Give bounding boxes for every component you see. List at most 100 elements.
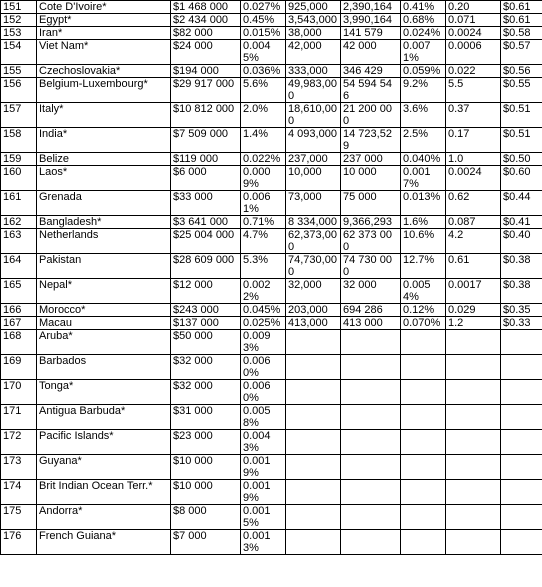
- share-cell: 5.3%: [240, 253, 286, 279]
- total-cell: 54 594 546: [340, 77, 401, 103]
- total-cell: [340, 429, 401, 455]
- country-cell: Laos*: [36, 165, 171, 191]
- share-cell: 0.71%: [240, 215, 286, 229]
- percent-cell: [400, 429, 446, 455]
- total-cell: 32 000: [340, 278, 401, 304]
- per-unit-cell: $0.58: [500, 26, 542, 40]
- rank-cell: 161: [0, 190, 37, 216]
- amount-cell: $3 641 000: [170, 215, 241, 229]
- rank-cell: 168: [0, 329, 37, 355]
- country-cell: Barbados: [36, 354, 171, 380]
- table-row: 176 French Guiana* $7 000 0.0013%: [0, 529, 542, 555]
- ratio-cell: [445, 479, 501, 505]
- ratio-cell: [445, 354, 501, 380]
- country-cell: Bangladesh*: [36, 215, 171, 229]
- rank-cell: 153: [0, 26, 37, 40]
- amount-cell: $24 000: [170, 39, 241, 65]
- country-cell: Nepal*: [36, 278, 171, 304]
- amount-cell: $50 000: [170, 329, 241, 355]
- count-cell: [285, 454, 341, 480]
- amount-cell: $7 509 000: [170, 127, 241, 153]
- per-unit-cell: $0.35: [500, 303, 542, 317]
- amount-cell: $28 609 000: [170, 253, 241, 279]
- ratio-cell: 4.2: [445, 228, 501, 254]
- percent-cell: 0.013%: [400, 190, 446, 216]
- count-cell: 74,730,000: [285, 253, 341, 279]
- percent-cell: 2.5%: [400, 127, 446, 153]
- share-cell: 0.0043%: [240, 429, 286, 455]
- amount-cell: $1 468 000: [170, 0, 241, 14]
- rank-cell: 175: [0, 504, 37, 530]
- count-cell: 237,000: [285, 152, 341, 166]
- count-cell: [285, 329, 341, 355]
- country-cell: Andorra*: [36, 504, 171, 530]
- amount-cell: $29 917 000: [170, 77, 241, 103]
- rank-cell: 155: [0, 64, 37, 78]
- ratio-cell: 0.0017: [445, 278, 501, 304]
- share-cell: 0.022%: [240, 152, 286, 166]
- table-row: 154 Viet Nam* $24 000 0.0045% 42,000 42 000 0.…: [0, 39, 542, 65]
- percent-cell: 0.0071%: [400, 39, 446, 65]
- country-cell: Macau: [36, 316, 171, 330]
- rank-cell: 169: [0, 354, 37, 380]
- share-cell: 0.0019%: [240, 454, 286, 480]
- count-cell: [285, 504, 341, 530]
- country-cell: Tonga*: [36, 379, 171, 405]
- rank-cell: 154: [0, 39, 37, 65]
- count-cell: 42,000: [285, 39, 341, 65]
- total-cell: [340, 329, 401, 355]
- rank-cell: 151: [0, 0, 37, 14]
- per-unit-cell: $0.56: [500, 64, 542, 78]
- amount-cell: $10 812 000: [170, 102, 241, 128]
- amount-cell: $10 000: [170, 454, 241, 480]
- rank-cell: 160: [0, 165, 37, 191]
- ratio-cell: 0.61: [445, 253, 501, 279]
- table-row: 155 Czechoslovakia* $194 000 0.036% 333,000 3…: [0, 64, 542, 78]
- count-cell: [285, 404, 341, 430]
- rank-cell: 157: [0, 102, 37, 128]
- ratio-cell: 0.0006: [445, 39, 501, 65]
- count-cell: 18,610,000: [285, 102, 341, 128]
- percent-cell: 0.070%: [400, 316, 446, 330]
- percent-cell: [400, 454, 446, 480]
- amount-cell: $8 000: [170, 504, 241, 530]
- share-cell: 0.0019%: [240, 479, 286, 505]
- country-cell: Grenada: [36, 190, 171, 216]
- amount-cell: $25 004 000: [170, 228, 241, 254]
- country-cell: Pacific Islands*: [36, 429, 171, 455]
- total-cell: 346 429: [340, 64, 401, 78]
- data-table: 151 Cote D'Ivoire* $1 468 000 0.027% 925,000…: [0, 0, 542, 555]
- percent-cell: 0.0054%: [400, 278, 446, 304]
- ratio-cell: [445, 329, 501, 355]
- share-cell: 0.0060%: [240, 354, 286, 380]
- percent-cell: [400, 504, 446, 530]
- total-cell: [340, 379, 401, 405]
- table-row: 164 Pakistan $28 609 000 5.3% 74,730,000 74 7…: [0, 253, 542, 279]
- rank-cell: 171: [0, 404, 37, 430]
- country-cell: Pakistan: [36, 253, 171, 279]
- total-cell: [340, 479, 401, 505]
- total-cell: 62 373 000: [340, 228, 401, 254]
- total-cell: 3,990,164: [340, 13, 401, 27]
- amount-cell: $119 000: [170, 152, 241, 166]
- country-cell: Aruba*: [36, 329, 171, 355]
- share-cell: 0.0022%: [240, 278, 286, 304]
- table-row: 160 Laos* $6 000 0.0009% 10,000 10 000 0.0017%…: [0, 165, 542, 191]
- table-row: 159 Belize $119 000 0.022% 237,000 237 000 0.0…: [0, 152, 542, 166]
- rank-cell: 170: [0, 379, 37, 405]
- share-cell: 0.036%: [240, 64, 286, 78]
- ratio-cell: 0.17: [445, 127, 501, 153]
- table-row: 152 Egypt* $2 434 000 0.45% 3,543,000 3,990,1…: [0, 13, 542, 27]
- country-cell: Belgium-Luxembourg*: [36, 77, 171, 103]
- total-cell: 413 000: [340, 316, 401, 330]
- percent-cell: [400, 529, 446, 555]
- per-unit-cell: [500, 404, 542, 430]
- share-cell: 4.7%: [240, 228, 286, 254]
- country-cell: Morocco*: [36, 303, 171, 317]
- amount-cell: $31 000: [170, 404, 241, 430]
- count-cell: 4 093,000: [285, 127, 341, 153]
- percent-cell: 1.6%: [400, 215, 446, 229]
- amount-cell: $137 000: [170, 316, 241, 330]
- per-unit-cell: [500, 429, 542, 455]
- count-cell: [285, 429, 341, 455]
